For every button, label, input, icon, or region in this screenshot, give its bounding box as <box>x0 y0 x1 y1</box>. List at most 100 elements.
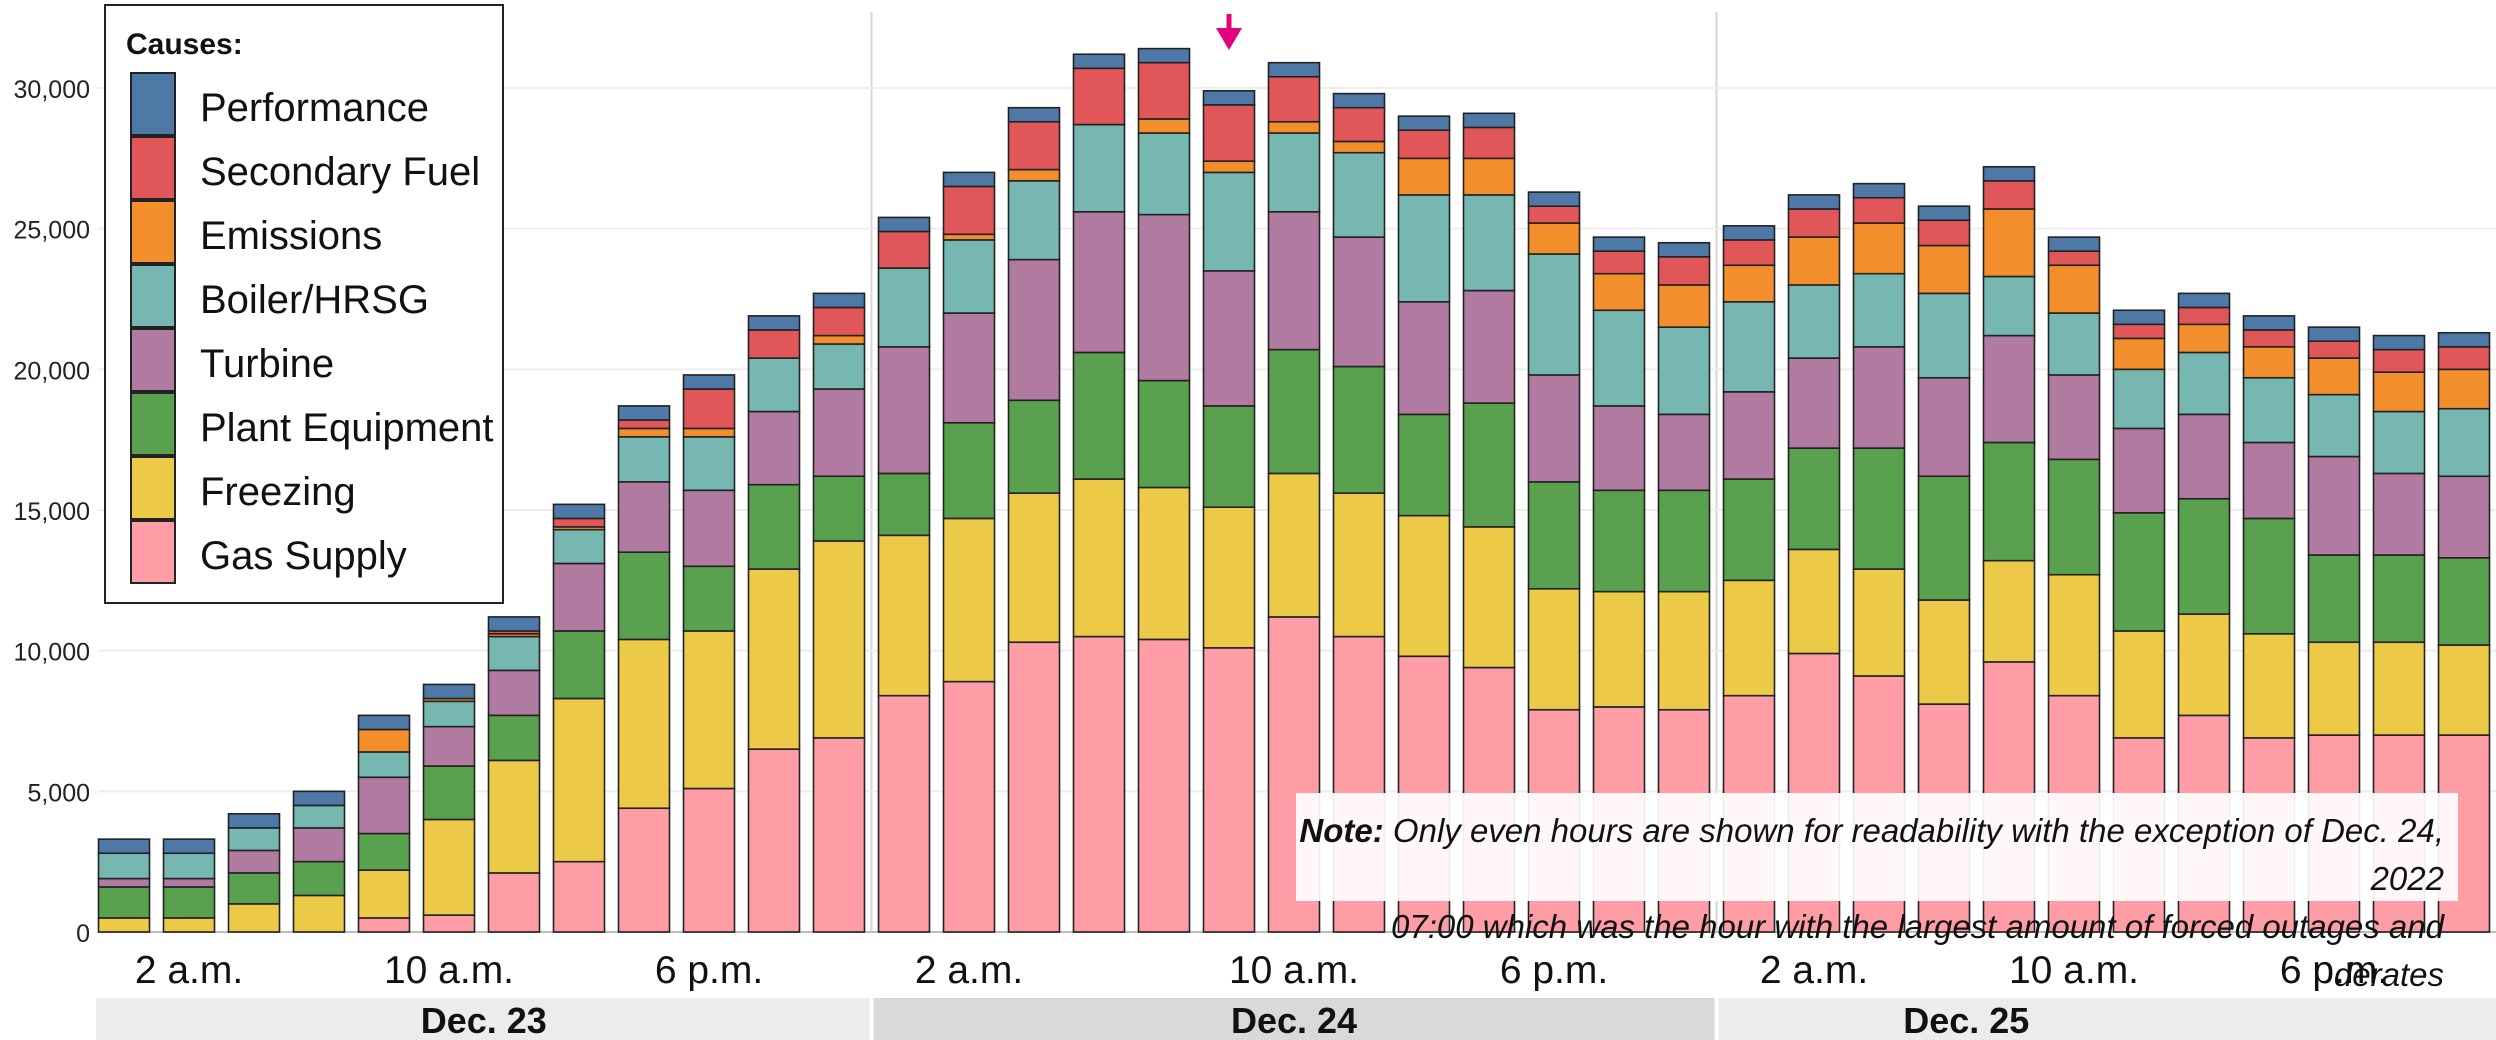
bar-segment <box>2242 329 2296 348</box>
bar-segment <box>1462 289 1516 404</box>
bar-segment <box>487 872 541 933</box>
bar-segment <box>682 388 736 430</box>
bar-segment <box>1202 171 1256 272</box>
bar-segment <box>1397 194 1451 303</box>
bar-segment <box>942 239 996 314</box>
note-box: Note: Only even hours are shown for read… <box>1296 793 2458 993</box>
legend-label: Freezing <box>200 470 356 514</box>
x-tick-label: 6 p.m. <box>655 949 763 992</box>
bar-segment <box>2307 393 2361 458</box>
bar-segment <box>552 860 606 933</box>
bar-segment <box>812 292 866 309</box>
bar-segment <box>2047 236 2101 252</box>
bar-segment <box>2242 315 2296 331</box>
bar-segment <box>1072 210 1126 354</box>
x-tick-label: 6 p.m. <box>1500 949 1608 992</box>
bar-segment <box>97 838 151 855</box>
bar-segment <box>1657 326 1711 416</box>
bar-segment <box>617 436 671 483</box>
bar-segment <box>1852 222 1906 275</box>
bar-segment <box>1137 213 1191 382</box>
bar-segment <box>487 669 541 717</box>
bar-segment <box>422 914 476 933</box>
bar-segment <box>877 346 931 475</box>
bar-segment <box>1462 526 1516 669</box>
bar-segment <box>1787 208 1841 238</box>
bar-segment <box>1332 492 1386 638</box>
bar-segment <box>1982 275 2036 337</box>
bar-segment <box>1722 239 1776 267</box>
bar-segment <box>2112 512 2166 632</box>
bar-segment <box>552 697 606 863</box>
bar-segment <box>1982 334 2036 444</box>
bar-segment <box>1072 635 1126 933</box>
legend: Causes: Performance Secondary Fuel Emissio… <box>104 4 504 604</box>
bar-segment <box>357 728 411 753</box>
bar-segment <box>682 427 736 438</box>
bar-segment <box>682 374 736 390</box>
bar-segment <box>1657 284 1711 328</box>
bar-segment <box>2437 644 2491 736</box>
bar-segment <box>1202 647 1256 933</box>
bar-segment <box>1397 413 1451 517</box>
bar-segment <box>877 694 931 933</box>
bar-segment <box>1527 222 1581 255</box>
bar-segment <box>292 804 346 829</box>
bar-segment <box>877 267 931 348</box>
bar-segment <box>747 410 801 486</box>
bar-segment <box>162 852 216 880</box>
bar-segment <box>227 903 281 933</box>
legend-label: Secondary Fuel <box>200 150 481 194</box>
legend-label: Turbine <box>200 342 335 386</box>
bar-segment <box>1722 264 1776 303</box>
bar-segment <box>1007 106 1061 123</box>
bar-segment <box>1917 205 1971 222</box>
bar-segment <box>747 748 801 933</box>
bar-segment <box>162 838 216 855</box>
bar-segment <box>2307 340 2361 359</box>
legend-item: Performance <box>130 72 490 136</box>
legend-item: Freezing <box>130 456 490 520</box>
bar-segment <box>97 877 151 888</box>
bar-segment <box>1722 225 1776 241</box>
bar-segment <box>422 683 476 700</box>
bar-segment <box>877 472 931 537</box>
bar-segment <box>2112 323 2166 340</box>
bar-segment <box>2307 455 2361 556</box>
bar-segment <box>2242 376 2296 444</box>
bar-segment <box>1722 579 1776 697</box>
bar-segment <box>747 315 801 331</box>
day-labels: Dec. 23 Dec. 24 Dec. 25 <box>421 1000 2030 1040</box>
bar-segment <box>1137 379 1191 489</box>
bar-segment <box>2112 427 2166 514</box>
bar-segment <box>812 540 866 739</box>
bar-segment <box>2307 326 2361 342</box>
day-band <box>1718 998 2496 1040</box>
bar-segment <box>942 171 996 188</box>
bar-segment <box>1267 61 1321 78</box>
bar-segment <box>2177 497 2231 615</box>
bar-segment <box>2047 250 2101 267</box>
bar-segment <box>877 230 931 269</box>
bar-segment <box>617 551 671 641</box>
bar-segment <box>357 917 411 933</box>
bar-segment <box>1917 376 1971 478</box>
bar-segment <box>357 751 411 779</box>
bar-segment <box>2372 554 2426 644</box>
bar-segment <box>942 517 996 683</box>
bar-segment <box>357 832 411 871</box>
bar-segment <box>422 818 476 916</box>
legend-item: Turbine <box>130 328 490 392</box>
bar-segment <box>422 725 476 767</box>
day-band <box>873 998 1715 1040</box>
bar-segment <box>812 306 866 337</box>
y-tick-label: 20,000 <box>14 357 90 385</box>
bar-segment <box>1657 590 1711 711</box>
bar-segment <box>552 562 606 632</box>
bar-segment <box>1527 205 1581 224</box>
bar-segment <box>1917 219 1971 247</box>
bar-segment <box>1267 348 1321 475</box>
bar-segment <box>1397 157 1451 196</box>
bar-segment <box>422 765 476 821</box>
bar-segment <box>1787 447 1841 551</box>
